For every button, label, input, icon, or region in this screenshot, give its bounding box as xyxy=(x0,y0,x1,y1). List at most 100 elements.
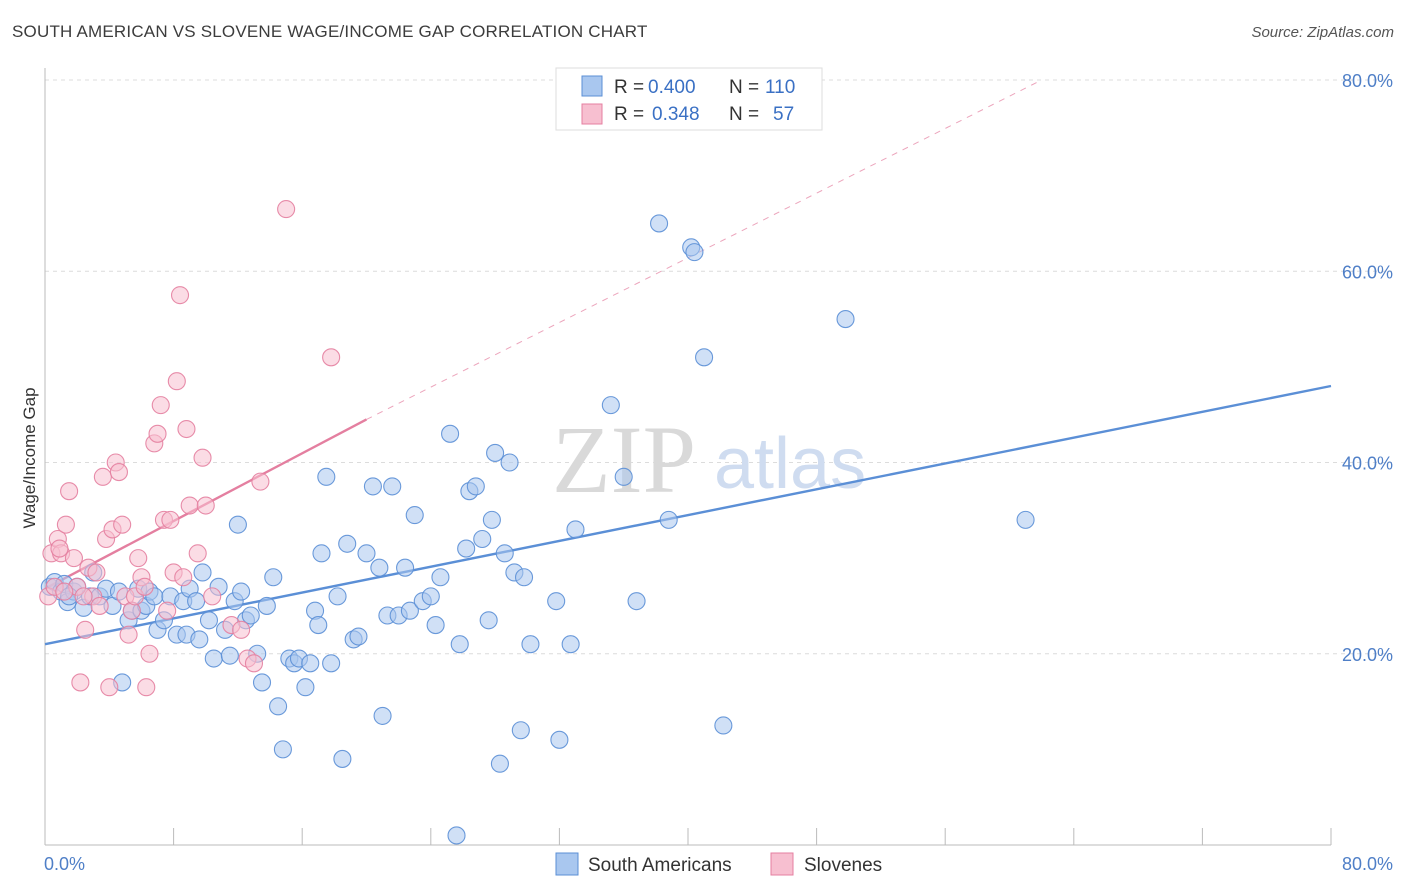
point-south-american xyxy=(204,649,223,668)
point-slovene xyxy=(188,544,207,563)
point-slovene xyxy=(277,200,296,219)
point-south-american xyxy=(650,214,669,233)
x-tick-label: 0.0% xyxy=(44,854,85,874)
point-south-american xyxy=(479,611,498,630)
point-slovene xyxy=(167,372,186,391)
point-slovene xyxy=(322,348,341,367)
legend-r-value: 0.400 xyxy=(648,77,696,98)
legend-r-label: R = xyxy=(614,77,644,98)
point-slovene xyxy=(64,549,83,568)
point-south-american xyxy=(232,582,251,601)
point-slovene xyxy=(251,472,270,491)
point-slovene xyxy=(87,563,106,582)
point-south-american xyxy=(466,477,485,496)
point-south-american xyxy=(193,563,212,582)
point-south-american xyxy=(257,596,276,615)
point-south-american xyxy=(614,467,633,486)
point-slovene xyxy=(129,549,148,568)
legend-r-label: R = xyxy=(614,104,644,125)
watermark: ZIP atlas xyxy=(552,406,866,513)
point-south-american xyxy=(322,654,341,673)
chart-title: SOUTH AMERICAN VS SLOVENE WAGE/INCOME GA… xyxy=(12,22,648,41)
legend-n-value: 110 xyxy=(765,77,795,98)
point-slovene xyxy=(161,510,180,529)
point-south-american xyxy=(190,630,209,649)
axes xyxy=(44,68,1332,846)
point-south-american xyxy=(473,529,492,549)
point-south-american xyxy=(199,611,219,630)
point-slovene xyxy=(50,539,69,558)
legend-swatch-south-americans xyxy=(581,75,603,97)
point-slovene xyxy=(135,577,154,596)
point-south-american xyxy=(495,544,514,563)
trend-lines xyxy=(44,79,1332,646)
point-south-american xyxy=(685,243,704,262)
point-south-american xyxy=(426,616,445,635)
legend-label-south-americans: South Americans xyxy=(588,855,732,876)
point-south-american xyxy=(627,592,646,611)
point-south-american xyxy=(349,627,368,646)
point-south-american xyxy=(450,635,469,654)
point-south-american xyxy=(228,515,247,534)
point-slovene xyxy=(109,463,128,482)
y-tick-label: 60.0% xyxy=(1342,262,1393,282)
grid-lines xyxy=(45,79,1392,655)
point-south-american xyxy=(447,826,466,845)
y-axis-label: Wage/Income Gap xyxy=(20,387,39,528)
point-slovene xyxy=(90,596,109,615)
point-slovene xyxy=(137,678,156,697)
point-slovene xyxy=(158,601,177,620)
point-slovene xyxy=(55,582,74,601)
point-south-american xyxy=(514,568,534,587)
point-south-american xyxy=(714,716,733,735)
bottom-legend: South Americans Slovenes xyxy=(555,852,882,876)
point-slovene xyxy=(151,396,170,415)
point-south-american xyxy=(264,568,283,587)
point-south-american xyxy=(338,534,357,553)
point-south-american xyxy=(309,616,328,635)
y-tick-label: 80.0% xyxy=(1342,71,1393,91)
point-south-american xyxy=(187,592,206,611)
point-south-american xyxy=(301,654,320,673)
point-south-american xyxy=(357,544,376,563)
point-south-american xyxy=(836,310,855,329)
point-south-american xyxy=(328,587,347,606)
legend-n-label: N = xyxy=(729,77,759,98)
point-slovene xyxy=(193,448,212,467)
point-south-american xyxy=(486,443,505,462)
point-south-american xyxy=(601,396,620,415)
point-south-american xyxy=(550,730,569,749)
point-slovene xyxy=(119,625,138,644)
point-south-american xyxy=(441,424,460,443)
watermark-atlas: atlas xyxy=(714,424,866,504)
point-slovene xyxy=(170,286,190,305)
point-south-american xyxy=(566,520,585,539)
point-south-american xyxy=(363,477,382,496)
point-slovene xyxy=(177,419,196,439)
point-south-american xyxy=(695,348,714,367)
point-slovene xyxy=(76,620,95,639)
point-slovene xyxy=(74,587,93,606)
top-legend: R = 0.400 N = 110 R = 0.348 N = 57 xyxy=(555,67,823,131)
watermark-zip: ZIP xyxy=(552,406,696,513)
point-south-american xyxy=(457,539,476,558)
point-slovene xyxy=(113,515,132,534)
point-slovene xyxy=(56,515,75,534)
point-south-american xyxy=(1016,510,1035,529)
point-slovene xyxy=(71,673,90,692)
point-south-american xyxy=(547,592,566,611)
point-south-american xyxy=(421,587,440,606)
point-south-american xyxy=(405,506,424,525)
point-south-american xyxy=(373,706,392,725)
legend-swatch-south-americans xyxy=(555,852,579,876)
y-tick-label: 20.0% xyxy=(1342,645,1393,665)
point-south-american xyxy=(333,749,352,768)
point-slovene xyxy=(93,467,112,486)
legend-n-value: 57 xyxy=(773,104,794,125)
point-south-american xyxy=(241,606,260,625)
y-tick-label: 40.0% xyxy=(1342,454,1393,474)
point-south-american xyxy=(482,510,501,529)
point-south-american xyxy=(521,635,540,654)
point-south-american xyxy=(431,568,450,587)
